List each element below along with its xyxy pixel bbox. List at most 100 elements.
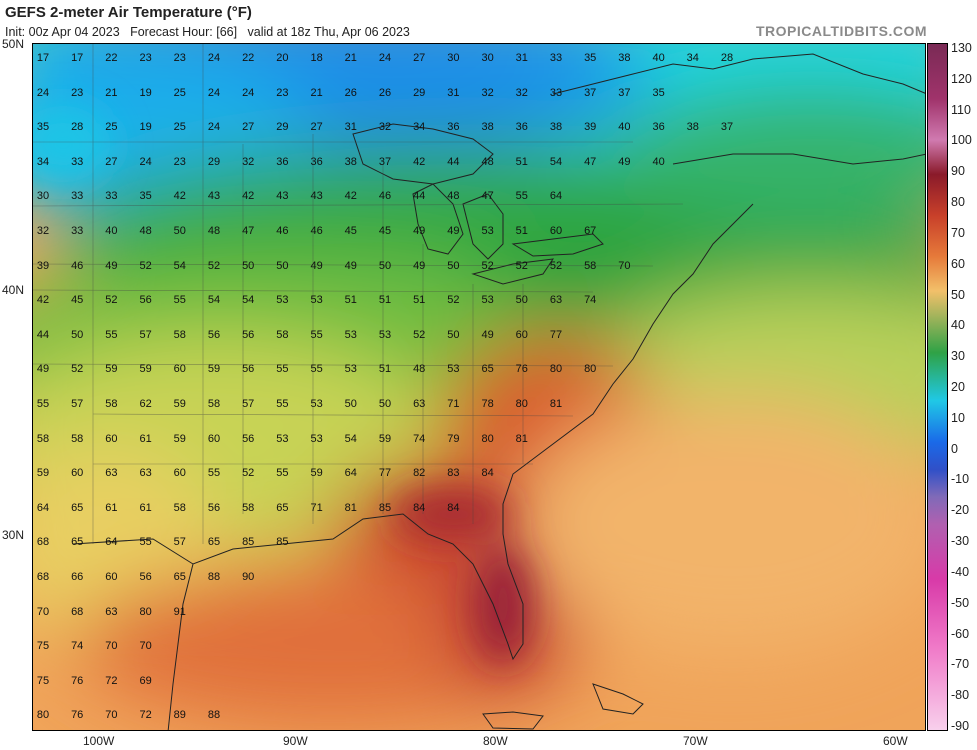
temperature-value: 59 [378,432,392,445]
temperature-value: 91 [173,605,186,618]
temperature-value: 50 [378,259,392,272]
temperature-value: 44 [36,328,50,341]
temperature-value: 61 [139,432,152,445]
temperature-value: 52 [207,259,221,272]
temperature-value: 48 [413,363,426,376]
temperature-value: 29 [413,86,426,99]
temperature-value: 30 [447,52,460,64]
temperature-value: 77 [378,467,392,480]
temperature-value: 56 [139,571,152,583]
temperature-value: 52 [515,259,528,272]
temperature-value: 24 [207,86,221,99]
temperature-value: 72 [139,709,152,722]
temperature-value: 47 [481,190,494,203]
temperature-value: 53 [344,328,357,341]
temperature-value: 31 [344,121,357,134]
temperature-value: 30 [36,190,50,203]
temperature-value: 38 [481,121,494,134]
temperature-value: 28 [720,52,734,64]
temperature-value: 85 [242,536,255,549]
temperature-value: 54 [242,294,255,307]
temperature-value: 53 [447,363,460,376]
temperature-value: 71 [447,398,460,410]
temperature-value: 89 [173,709,186,722]
temperature-value: 25 [105,121,118,134]
temperature-value: 23 [173,52,186,64]
temperature-value: 75 [36,640,50,653]
temperature-value: 53 [378,328,392,341]
temperature-map[interactable]: 17 17 22 23 23 24 22 20 18 21 24 27 30 30 31 33 35 38 40 34… [32,43,926,731]
temperature-value: 50 [242,259,255,272]
lon-label-100w: 100W [83,734,115,748]
temperature-value: 70 [139,640,152,653]
temperature-value: 23 [276,86,289,99]
temperature-value: 52 [242,467,255,480]
temperature-value: 32 [36,225,50,237]
temperature-value: 38 [344,155,357,168]
temperature-value: 50 [447,328,460,341]
colorbar-tick-label: -90 [951,719,970,733]
temperature-value: 64 [344,467,357,480]
temperature-value: 75 [36,674,50,687]
temperature-value: 38 [686,121,699,134]
temperature-value: 58 [173,328,186,341]
temperature-value: 24 [36,86,50,99]
temperature-value: 33 [549,86,563,99]
temperature-value: 61 [139,501,152,514]
coastline-outlines [72,53,925,730]
temperature-value: 38 [549,121,563,134]
temperature-value: 32 [481,86,494,99]
temperature-value: 76 [515,363,528,376]
colorbar-tick-label: 120 [951,71,972,86]
temperature-value: 59 [310,467,323,480]
temperature-value: 46 [71,259,84,272]
lat-label-30n: 30N [2,528,25,542]
temperature-value: 80 [139,605,152,618]
temperature-value: 59 [207,363,221,376]
temperature-value: 60 [549,225,563,237]
temperature-value: 48 [447,190,460,203]
temperature-value: 37 [720,121,734,134]
lon-label-70w: 70W [683,734,708,748]
temperature-value: 23 [139,52,152,64]
temperature-value: 59 [173,432,186,445]
colorbar-tick-label: -80 [951,688,970,703]
temperature-value: 65 [481,363,494,376]
temperature-value: 80 [515,398,528,410]
temperature-value: 20 [276,52,289,64]
temperature-value: 48 [139,225,152,237]
temperature-value: 19 [139,121,152,134]
temperature-value: 84 [481,467,494,480]
temperature-value: 54 [173,259,186,272]
temperature-value: 55 [36,398,50,410]
temperature-value: 33 [549,52,563,64]
temperature-value: 49 [413,259,426,272]
temperature-value: 70 [36,605,50,618]
temperature-value: 49 [447,225,460,237]
temperature-value: 40 [652,155,665,168]
temperature-value: 70 [618,259,631,272]
temperature-value: 49 [618,155,631,168]
temperature-value: 43 [276,190,289,203]
temperature-value: 58 [207,398,221,410]
brand-watermark[interactable]: TROPICALTIDBITS.COM [755,23,927,39]
temperature-value: 47 [584,155,597,168]
temperature-value: 56 [207,328,221,341]
colorbar-tick-label: 10 [951,410,965,425]
temperature-value: 44 [447,155,460,168]
temperature-value: 36 [276,155,289,168]
temperature-value: 56 [242,432,255,445]
temperature-value: 84 [413,501,426,514]
temperature-value: 82 [413,467,426,480]
temperature-value: 59 [105,363,118,376]
temperature-value: 50 [378,398,392,410]
temperature-value: 45 [378,225,392,237]
colorbar-tick-label: 50 [951,287,965,302]
temperature-value: 33 [105,190,118,203]
temperature-value: 51 [515,155,528,168]
temperature-value: 63 [105,605,118,618]
temperature-value: 59 [173,398,186,410]
temperature-value: 27 [105,155,118,168]
temperature-value: 40 [618,121,631,134]
temperature-value: 80 [549,363,563,376]
